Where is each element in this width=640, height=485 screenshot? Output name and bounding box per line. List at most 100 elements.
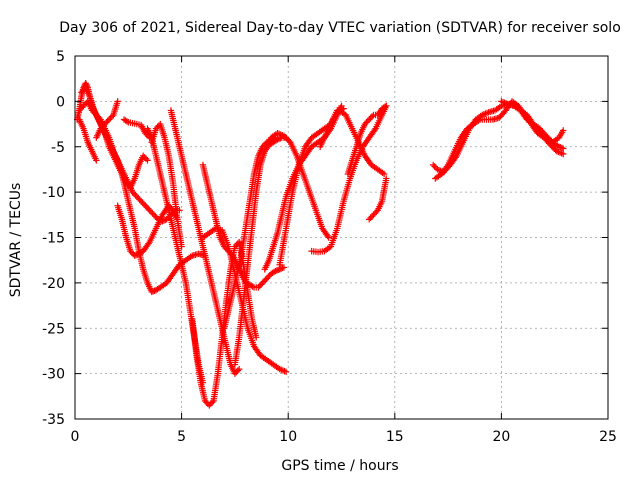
data-point xyxy=(253,334,260,341)
series-arc-y xyxy=(498,98,567,146)
data-point xyxy=(370,211,377,219)
data-point xyxy=(105,116,113,123)
data-point xyxy=(558,144,566,152)
series-arc-v xyxy=(366,175,390,223)
data-point xyxy=(366,216,373,223)
data-point xyxy=(149,210,156,217)
axis-ticks: 0 5 10 15 20 25 5 0 -5 -10 -15 -20 -25 -30 -35 xyxy=(42,49,617,445)
data-point xyxy=(282,368,290,376)
data-point xyxy=(231,370,239,377)
y-axis-label: SDTVAR / TECUs xyxy=(8,183,24,298)
series-arc-x xyxy=(432,98,567,182)
data-point xyxy=(363,119,370,126)
data-point xyxy=(133,193,141,200)
data-point xyxy=(142,202,149,209)
data-point xyxy=(130,190,138,197)
data-point xyxy=(140,152,147,160)
data-point xyxy=(127,247,134,255)
data-point xyxy=(259,143,266,150)
data-point xyxy=(80,102,87,110)
y-tick-label: -35 xyxy=(42,412,65,428)
data-point xyxy=(152,213,159,220)
series-arc-e xyxy=(93,98,121,141)
data-point xyxy=(132,251,140,259)
data-point xyxy=(150,211,158,219)
data-point xyxy=(144,157,151,164)
data-point xyxy=(280,264,288,271)
data-point xyxy=(249,283,256,290)
data-points xyxy=(73,80,567,409)
data-point xyxy=(163,216,170,223)
data-point xyxy=(129,188,136,196)
series-arc-t xyxy=(316,107,388,178)
data-point xyxy=(143,204,150,211)
x-tick-label: 20 xyxy=(492,429,510,445)
data-point xyxy=(206,402,213,409)
data-point xyxy=(257,281,265,288)
data-point xyxy=(147,208,155,215)
data-point xyxy=(97,125,104,132)
data-point xyxy=(135,194,142,202)
y-tick-label: -25 xyxy=(42,321,65,337)
data-point xyxy=(144,205,152,212)
data-point xyxy=(154,123,161,131)
data-point xyxy=(371,126,378,134)
x-tick-label: 10 xyxy=(279,429,297,445)
data-point xyxy=(560,150,567,158)
data-point xyxy=(272,267,279,275)
data-point xyxy=(77,105,84,113)
series-arc-s xyxy=(308,102,390,256)
data-point xyxy=(380,170,388,178)
y-tick-label: -20 xyxy=(42,276,65,292)
data-point xyxy=(104,117,111,125)
data-point xyxy=(146,207,153,214)
data-point xyxy=(285,137,293,145)
data-point xyxy=(140,201,148,208)
data-point xyxy=(81,101,89,108)
data-point xyxy=(259,279,266,287)
series-arc-m xyxy=(199,225,290,376)
data-point xyxy=(273,267,281,274)
y-tick-label: 0 xyxy=(56,94,65,110)
data-point xyxy=(560,145,567,152)
data-point xyxy=(131,252,138,259)
data-point xyxy=(364,117,371,125)
data-point xyxy=(78,104,86,111)
data-point xyxy=(132,191,139,199)
data-point xyxy=(256,282,263,290)
data-point xyxy=(260,278,268,285)
data-point xyxy=(152,125,160,132)
data-point xyxy=(366,116,373,123)
data-point xyxy=(383,175,390,182)
y-tick-label: -15 xyxy=(42,231,65,247)
data-point xyxy=(361,120,369,128)
data-point xyxy=(373,208,380,215)
data-point xyxy=(371,210,379,217)
y-tick-label: -30 xyxy=(42,367,65,383)
y-tick-label: -10 xyxy=(42,185,65,201)
data-point xyxy=(277,265,285,272)
data-point xyxy=(137,198,145,205)
data-point xyxy=(368,113,376,120)
data-point xyxy=(560,127,567,134)
data-point xyxy=(208,399,216,406)
data-point xyxy=(136,196,143,203)
series-arc-p xyxy=(267,129,332,241)
data-point xyxy=(100,122,107,129)
data-point xyxy=(123,118,131,125)
data-point xyxy=(381,103,389,111)
data-point xyxy=(262,276,269,284)
data-point xyxy=(128,249,136,256)
data-point xyxy=(178,243,185,250)
data-point xyxy=(114,98,121,105)
data-point xyxy=(368,213,376,220)
data-point xyxy=(141,154,148,161)
data-point xyxy=(145,240,152,247)
data-point xyxy=(203,399,210,406)
data-point xyxy=(235,365,243,373)
chart-title: Day 306 of 2021, Sidereal Day-to-day VTE… xyxy=(59,20,621,36)
data-point xyxy=(275,266,282,274)
data-point xyxy=(279,264,286,272)
x-tick-label: 15 xyxy=(386,429,404,445)
